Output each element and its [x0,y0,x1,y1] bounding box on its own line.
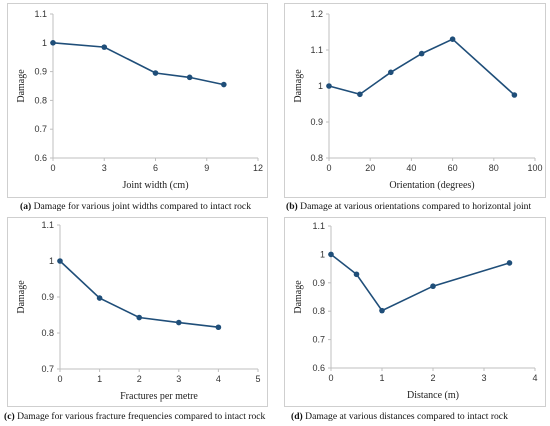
caption-text-c: Damage for various fracture frequencies … [17,411,266,422]
x-tick-label-d: 1 [379,373,384,383]
data-point-d [506,260,513,266]
data-point-a [101,44,108,50]
x-tick-label-b: 20 [365,163,375,173]
data-point-c [176,319,182,326]
y-tick-label-d: 1 [320,249,325,259]
x-tick-label-d: 0 [328,373,333,383]
x-axis-title-c: Fractures per metre [120,391,198,402]
x-tick-label-a: 6 [153,163,158,173]
data-point-a [50,40,56,46]
y-tick-label-d: 0.7 [312,335,325,345]
y-axis-title-d: Damage [293,280,304,314]
x-tick-label-a: 9 [204,163,209,173]
y-tick-label-b: 1.1 [310,45,323,55]
y-tick-label-a: 0.9 [34,67,47,77]
x-tick-label-b: 100 [527,163,542,173]
data-point-a [186,74,193,81]
data-point-c [215,324,222,331]
y-tick-label-c: 1.1 [41,220,54,230]
y-tick-label-a: 1.1 [34,9,47,19]
y-tick-label-b: 1 [318,81,323,91]
caption-c: (c) Damage for various fracture frequenc… [4,411,265,422]
chart-panel-b: 0 20 40 60 80 100 0.8 0.9 1 1.1 1.2 Orientation (de… [284,3,546,198]
caption-a: (a) Damage for various joint widths comp… [20,201,251,212]
x-tick-label-c: 3 [176,374,181,384]
caption-text-a: Damage for various joint widths compared… [33,201,251,212]
chart-panel-d: 0 1 2 3 4 0.6 0.7 0.8 0.9 1 1.1 Distance (m) Damage [284,217,546,407]
y-tick-label-a: 0.7 [34,124,47,134]
x-axis-title-a: Joint width (cm) [122,180,188,191]
y-tick-label-b: 0.8 [310,153,323,163]
chart-svg-d: 0 1 2 3 4 0.6 0.7 0.8 0.9 1 1.1 Distance (m) Damage [293,221,538,401]
chart-svg-c: 0 1 2 3 4 5 0.7 0.8 0.9 1 1.1 Fractures per metre Da… [16,220,261,402]
chart-svg-a: 0 3 6 9 12 0.6 0.7 0.8 0.9 1 1.1 Joint width (cm) Da… [16,9,263,191]
x-tick-label-a: 0 [50,163,55,173]
y-tick-label-b: 1.2 [310,9,323,19]
y-axis-title-c: Damage [16,280,27,314]
data-point-a [152,70,159,76]
chart-svg-b: 0 20 40 60 80 100 0.8 0.9 1 1.1 1.2 Orientation (de… [293,9,543,191]
y-tick-label-a: 0.6 [34,153,47,163]
data-point-b [357,91,363,98]
caption-tag-b: (b) [286,201,298,212]
data-point-b [418,50,425,57]
x-tick-label-c: 0 [57,374,62,384]
chart-panel-a: 0 3 6 9 12 0.6 0.7 0.8 0.9 1 1.1 Joint width (cm) Da… [7,3,268,198]
x-tick-label-b: 40 [406,163,416,173]
data-point-d [430,283,436,290]
series-line-a [52,42,224,86]
x-tick-label-b: 60 [448,163,458,173]
x-tick-label-d: 4 [532,373,537,383]
y-axis-title-b: Damage [293,69,304,103]
x-tick-label-a: 3 [102,163,107,173]
data-point-c [57,258,63,264]
y-tick-label-a: 1 [42,38,47,48]
y-axis-title-a: Damage [16,69,27,103]
data-point-d [353,271,360,278]
data-point-c [136,314,142,321]
x-tick-label-c: 2 [137,374,142,384]
y-tick-label-d: 0.9 [312,278,325,288]
data-point-b [388,69,394,76]
y-tick-label-c: 1 [49,256,54,266]
y-tick-label-d: 0.6 [312,363,325,373]
caption-tag-a: (a) [20,201,32,212]
data-point-b [326,83,332,89]
x-tick-label-b: 0 [326,163,331,173]
x-axis-title-b: Orientation (degrees) [389,180,474,191]
data-point-d [379,307,385,314]
caption-tag-c: (c) [4,411,15,422]
y-tick-label-d: 1.1 [312,221,325,231]
x-tick-label-c: 5 [255,374,260,384]
caption-d: (d) Damage at various distances compared… [291,411,508,422]
x-tick-label-d: 3 [481,373,486,383]
y-tick-label-b: 0.9 [310,117,323,127]
caption-tag-d: (d) [291,411,303,422]
x-tick-label-c: 4 [216,374,221,384]
data-point-b [449,36,456,42]
y-tick-label-a: 0.8 [34,95,47,105]
data-point-d [328,251,334,258]
y-tick-label-c: 0.8 [41,328,54,338]
series-line-d [330,253,510,312]
x-tick-label-d: 2 [430,373,435,383]
caption-text-b: Damage at various orientations compared … [300,201,532,212]
caption-b: (b) Damage at various orientations compa… [286,201,531,212]
y-tick-label-c: 0.7 [41,364,54,374]
data-point-c [96,295,103,301]
chart-panel-c: 0 1 2 3 4 5 0.7 0.8 0.9 1 1.1 Fractures per metre Da… [7,217,268,407]
x-axis-title-d: Distance (m) [407,390,459,401]
x-tick-label-c: 1 [97,374,102,384]
caption-text-d: Damage at various distances compared to … [305,411,508,422]
x-tick-label-b: 80 [489,163,499,173]
y-tick-label-c: 0.9 [41,292,54,302]
data-point-b [511,92,518,98]
series-line-b [328,38,515,96]
x-tick-label-a: 12 [253,163,263,173]
y-tick-label-d: 0.8 [312,306,325,316]
data-point-a [221,81,227,88]
